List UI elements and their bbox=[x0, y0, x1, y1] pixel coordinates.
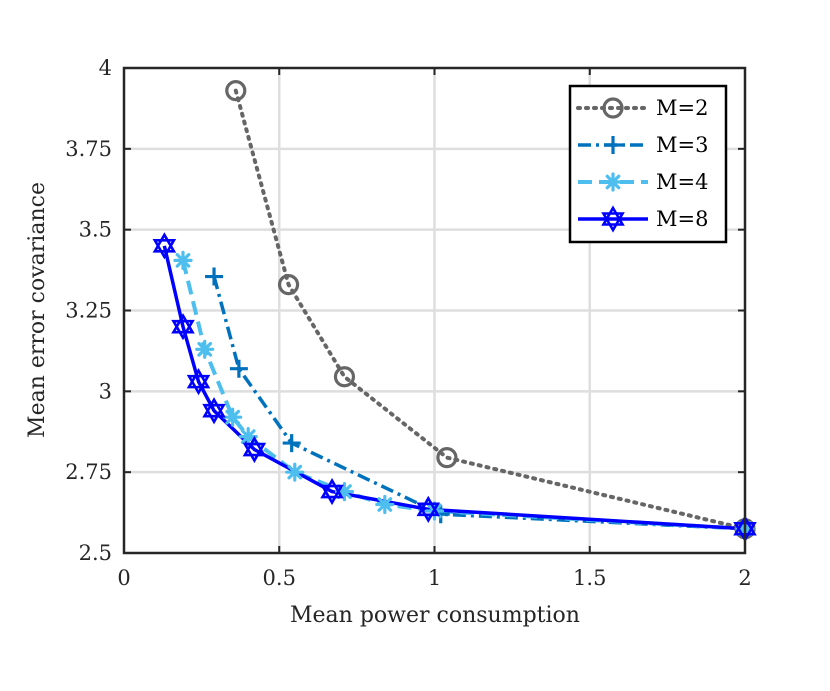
marker-m-2-3 bbox=[436, 447, 458, 469]
y-tick-label-4: 3.5 bbox=[79, 218, 112, 242]
marker-m-8-6-shape bbox=[416, 495, 441, 523]
marker-m-4-2-shape bbox=[223, 407, 243, 427]
marker-m-2-2-shape bbox=[333, 366, 356, 388]
legend-m-4-marker-shape bbox=[603, 172, 623, 192]
marker-m-4-6 bbox=[375, 494, 395, 515]
marker-m-8-4-shape bbox=[242, 435, 267, 464]
legend-m-3-label: M=3 bbox=[656, 133, 708, 157]
legend-m-4-marker bbox=[603, 172, 623, 192]
marker-m-8-0 bbox=[152, 232, 177, 260]
marker-m-8-6 bbox=[416, 495, 441, 523]
marker-m-3-0 bbox=[205, 267, 224, 286]
series-line-m-2 bbox=[233, 88, 747, 531]
x-axis-label: Mean power consumption bbox=[290, 603, 580, 628]
legend-box bbox=[568, 84, 728, 244]
marker-m-2-3-shape bbox=[436, 447, 458, 469]
axes-frame bbox=[122, 66, 747, 555]
marker-m-8-1-shape bbox=[171, 313, 195, 341]
x-tick-label-2: 1 bbox=[428, 566, 441, 590]
x-tick-labels: 0 0.5 1 1.5 2 bbox=[117, 566, 751, 590]
legend-m-4-label: M=4 bbox=[656, 170, 708, 194]
marker-m-4-5-shape bbox=[334, 481, 355, 502]
y-axis-label: Mean error covariance bbox=[25, 182, 50, 438]
marker-m-4-4-shape bbox=[285, 462, 305, 482]
marker-m-4-4 bbox=[285, 462, 305, 482]
marker-m-4-1 bbox=[195, 339, 215, 359]
x-tick-label-3: 1.5 bbox=[573, 566, 606, 590]
marker-m-4-0 bbox=[173, 250, 193, 270]
legend: M=2 M=3 M=4 M=8 bbox=[568, 84, 728, 244]
y-tick-label-6: 4 bbox=[99, 56, 112, 80]
x-tick-label-4: 2 bbox=[738, 566, 751, 590]
marker-m-4-5 bbox=[334, 481, 355, 502]
marker-m-4-0-shape bbox=[173, 250, 193, 270]
marker-m-2-0-shape bbox=[225, 80, 247, 102]
marker-m-2-1 bbox=[277, 274, 300, 296]
marker-m-4-6-shape bbox=[375, 494, 395, 515]
y-tick-labels: 2.5 2.75 3 3.25 3.5 3.75 4 bbox=[65, 56, 112, 565]
series-line-m-4 bbox=[181, 259, 746, 531]
marker-m-3-0-shape bbox=[205, 267, 224, 286]
marker-m-2-1-shape bbox=[277, 274, 300, 296]
marker-m-4-3-shape bbox=[238, 427, 258, 447]
marker-m-2-0 bbox=[225, 80, 247, 102]
marker-m-2-2 bbox=[333, 366, 356, 388]
marker-m-3-1-shape bbox=[229, 359, 248, 378]
marker-m-8-0-shape bbox=[152, 232, 177, 260]
marker-m-3-1 bbox=[229, 359, 248, 378]
marker-m-8-5-shape bbox=[320, 477, 344, 506]
marker-m-3-2 bbox=[282, 434, 301, 453]
x-tick-label-1: 0.5 bbox=[263, 566, 296, 590]
legend-m-3-marker bbox=[604, 136, 622, 154]
y-tick-label-5: 3.75 bbox=[65, 137, 112, 161]
marker-m-3-2-shape bbox=[282, 434, 301, 453]
legend-m-8-marker-shape bbox=[601, 205, 625, 233]
legend-m-8-label: M=8 bbox=[656, 207, 708, 231]
marker-m-8-2-shape bbox=[186, 368, 211, 396]
y-tick-label-0: 2.5 bbox=[79, 541, 112, 565]
series-line-m-8 bbox=[162, 245, 746, 531]
legend-m-2-label: M=2 bbox=[656, 96, 708, 120]
legend-m-8-marker bbox=[601, 205, 625, 233]
y-tick-label-3: 3.25 bbox=[65, 299, 112, 323]
legend-m-3-marker-shape bbox=[604, 136, 622, 154]
x-tick-label-0: 0 bbox=[117, 566, 130, 590]
marker-m-8-3 bbox=[202, 397, 226, 425]
marker-m-8-3-shape bbox=[202, 397, 226, 425]
legend-m-2-marker-shape bbox=[602, 97, 624, 119]
y-tick-label-2: 3 bbox=[99, 379, 112, 403]
marker-m-8-4 bbox=[242, 435, 267, 464]
marker-m-8-5 bbox=[320, 477, 344, 506]
marker-m-4-3 bbox=[238, 427, 258, 447]
legend-m-2-marker bbox=[602, 97, 624, 119]
marker-m-8-2 bbox=[186, 368, 211, 396]
marker-m-4-2 bbox=[223, 407, 243, 427]
marker-m-8-1 bbox=[171, 313, 195, 341]
y-tick-label-1: 2.75 bbox=[65, 460, 112, 484]
marker-m-4-1-shape bbox=[195, 339, 215, 359]
